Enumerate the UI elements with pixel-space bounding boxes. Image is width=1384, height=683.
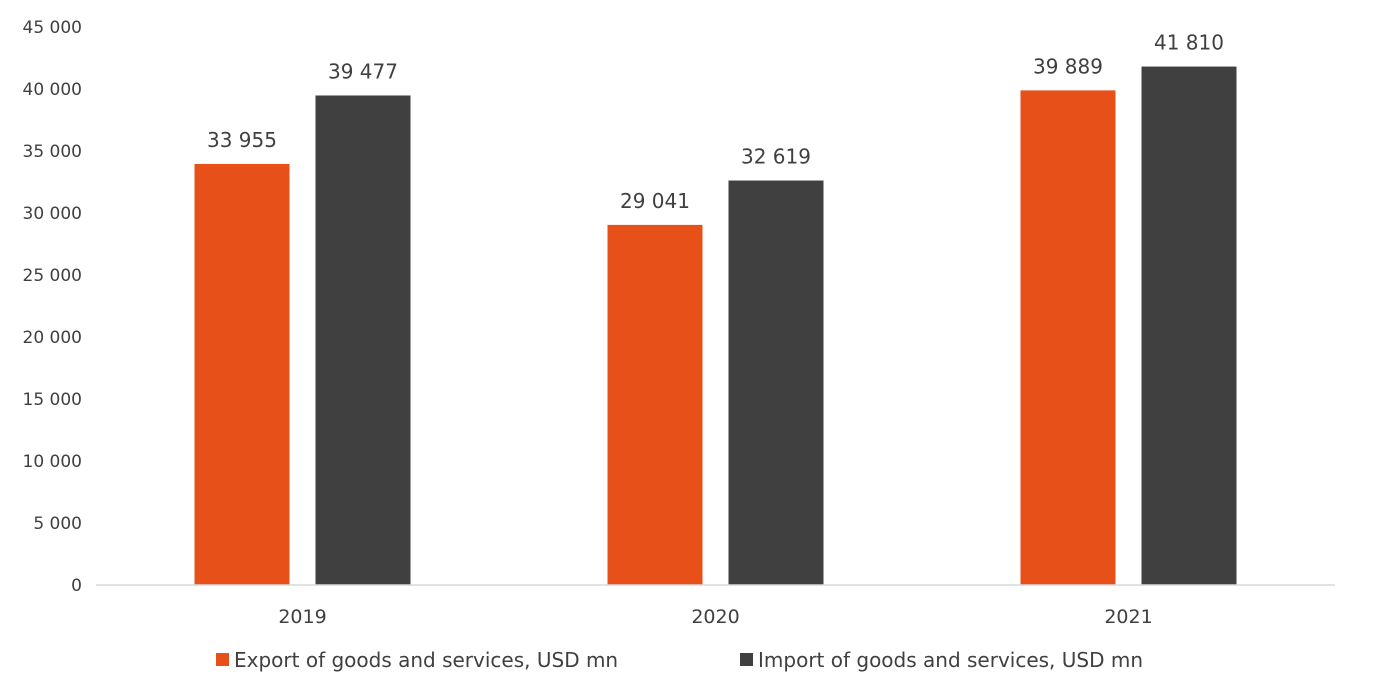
x-tick-label: 2021 <box>1104 606 1152 628</box>
y-axis: 0 5 000 10 000 15 000 20 000 25 000 30 000 35 0… <box>23 18 82 596</box>
y-tick-label: 20 000 <box>23 328 82 348</box>
bar <box>1020 90 1116 585</box>
data-label: 32 619 <box>741 145 811 169</box>
legend-swatch <box>740 653 753 666</box>
x-tick-label: 2019 <box>278 606 326 628</box>
y-tick-label: 10 000 <box>23 452 82 472</box>
y-tick-label: 40 000 <box>23 80 82 100</box>
y-tick-label: 5 000 <box>33 514 82 534</box>
data-label: 41 810 <box>1154 31 1224 55</box>
y-tick-label: 35 000 <box>23 142 82 162</box>
y-tick-label: 25 000 <box>23 266 82 286</box>
bar <box>315 95 411 585</box>
x-tick-label: 2020 <box>691 606 739 628</box>
bar <box>728 180 824 585</box>
data-label: 39 477 <box>328 59 398 83</box>
legend: Export of goods and services, USD mn Impo… <box>216 648 1143 672</box>
legend-label: Import of goods and services, USD mn <box>758 648 1143 672</box>
bar <box>607 224 703 585</box>
y-tick-label: 30 000 <box>23 204 82 224</box>
legend-label: Export of goods and services, USD mn <box>234 648 618 672</box>
y-tick-label: 45 000 <box>23 18 82 38</box>
bar <box>1141 66 1237 585</box>
y-tick-label: 0 <box>71 576 82 596</box>
data-label: 33 955 <box>207 128 277 152</box>
data-labels: 33 955 39 477 29 041 32 619 39 889 41 810 <box>207 31 1224 213</box>
x-axis: 2019 2020 2021 <box>278 606 1152 628</box>
bars <box>194 66 1237 585</box>
bar <box>194 163 290 585</box>
data-label: 29 041 <box>620 189 690 213</box>
legend-swatch <box>216 653 229 666</box>
y-tick-label: 15 000 <box>23 390 82 410</box>
data-label: 39 889 <box>1033 54 1103 78</box>
